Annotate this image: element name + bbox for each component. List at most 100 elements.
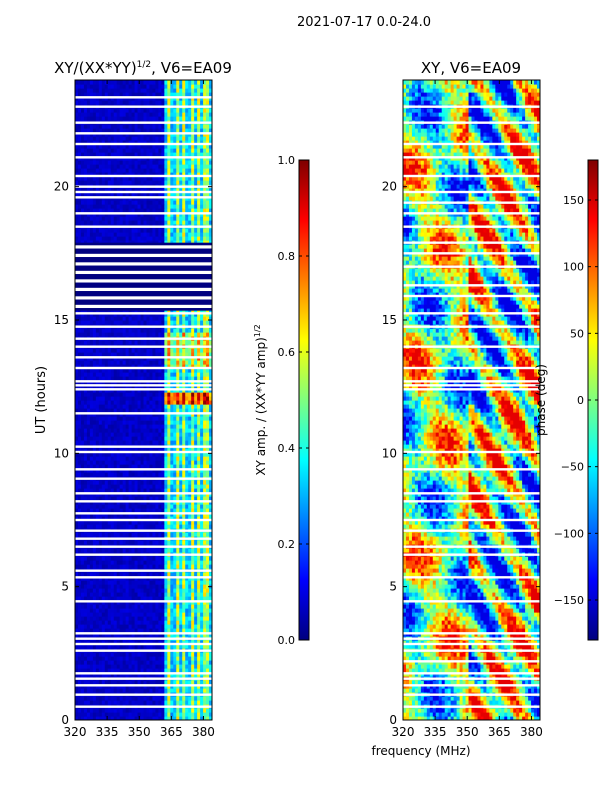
heatmap-cell: [89, 360, 94, 365]
heatmap-cell: [143, 352, 148, 357]
heatmap-cell: [203, 604, 207, 609]
heatmap-cell: [167, 616, 171, 621]
heatmap-cell: [119, 316, 124, 321]
heatmap-cell: [197, 700, 201, 705]
heatmap-cell: [107, 700, 112, 705]
heatmap-cell: [77, 668, 82, 673]
heatmap-cell: [95, 484, 100, 489]
heatmap-cell: [137, 580, 142, 585]
heatmap-cell: [149, 484, 154, 489]
heatmap-cell: [113, 560, 118, 565]
heatmap-cell: [92, 656, 97, 661]
heatmap-cell: [131, 668, 136, 673]
heatmap-cell: [143, 580, 148, 585]
heatmap-cell: [104, 396, 109, 401]
heatmap-cell: [194, 320, 198, 325]
heatmap-cell: [75, 644, 79, 649]
heatmap-cell: [161, 640, 165, 645]
heatmap-cell: [86, 436, 91, 441]
heatmap-cell: [92, 592, 97, 597]
heatmap-cell: [173, 604, 177, 609]
heatmap-cell: [113, 516, 118, 521]
heatmap-cell: [125, 532, 130, 537]
heatmap-cell: [164, 352, 168, 357]
heatmap-cell: [191, 408, 195, 413]
heatmap-cell: [155, 396, 159, 401]
heatmap-cell: [122, 428, 127, 433]
heatmap-cell: [86, 660, 91, 665]
heatmap-cell: [116, 496, 121, 501]
heatmap-cell: [140, 396, 145, 401]
heatmap-cell: [125, 328, 130, 333]
heatmap-cell: [80, 656, 85, 661]
heatmap-cell: [179, 712, 183, 717]
heatmap-cell: [167, 448, 171, 453]
heatmap-cell: [194, 372, 198, 377]
heatmap-cell: [122, 420, 127, 425]
heatmap-cell: [179, 652, 183, 657]
heatmap-cell: [185, 680, 189, 685]
heatmap-cell: [203, 596, 207, 601]
heatmap-cell: [161, 352, 165, 357]
heatmap-cell: [170, 592, 174, 597]
heatmap-cell: [194, 616, 198, 621]
heatmap-cell: [206, 516, 210, 521]
heatmap-cell: [104, 520, 109, 525]
heatmap-cell: [143, 516, 148, 521]
heatmap-cell: [101, 664, 106, 669]
heatmap-cell: [203, 640, 207, 645]
heatmap-cell: [143, 448, 148, 453]
heatmap-cell: [155, 708, 159, 713]
heatmap-cell: [101, 408, 106, 413]
heatmap-cell: [75, 452, 79, 457]
heatmap-cell: [125, 660, 130, 665]
heatmap-cell: [191, 432, 195, 437]
heatmap-cell: [131, 652, 136, 657]
heatmap-cell: [176, 368, 180, 373]
heatmap-cell: [143, 584, 148, 589]
heatmap-cell: [101, 688, 106, 693]
heatmap-cell: [167, 596, 171, 601]
heatmap-cell: [95, 664, 100, 669]
heatmap-cell: [113, 532, 118, 537]
heatmap-cell: [200, 376, 204, 381]
heatmap-cell: [95, 584, 100, 589]
heatmap-cell: [128, 320, 133, 325]
heatmap-cell: [107, 716, 112, 720]
heatmap-cell: [131, 360, 136, 365]
heatmap-cell: [152, 504, 157, 509]
heatmap-cell: [140, 480, 145, 485]
heatmap-cell: [116, 428, 121, 433]
heatmap-cell: [146, 604, 151, 609]
heatmap-cell: [155, 620, 159, 625]
heatmap-cell: [176, 712, 180, 717]
heatmap-cell: [185, 472, 189, 477]
heatmap-cell: [185, 416, 189, 421]
heatmap-cell: [137, 624, 142, 629]
heatmap-cell: [164, 620, 168, 625]
heatmap-cell: [128, 516, 133, 521]
heatmap-cell: [98, 432, 103, 437]
heatmap-cell: [92, 612, 97, 617]
heatmap-cell: [101, 624, 106, 629]
heatmap-cell: [203, 340, 207, 345]
heatmap-cell: [98, 480, 103, 485]
heatmap-cell: [170, 668, 174, 673]
heatmap-cell: [152, 640, 157, 645]
heatmap-cell: [182, 580, 186, 585]
heatmap-cell: [146, 664, 151, 669]
heatmap-cell: [182, 656, 186, 661]
heatmap-cell: [191, 640, 195, 645]
heatmap-cell: [173, 504, 177, 509]
heatmap-cell: [134, 580, 139, 585]
heatmap-cell: [152, 708, 157, 713]
heatmap-cell: [89, 652, 94, 657]
heatmap-cell: [158, 496, 162, 501]
heatmap-cell: [119, 540, 124, 545]
heatmap-cell: [161, 680, 165, 685]
heatmap-cell: [179, 320, 183, 325]
heatmap-cell: [200, 580, 204, 585]
heatmap-cell: [101, 436, 106, 441]
heatmap-cell: [146, 700, 151, 705]
heatmap-cell: [200, 604, 204, 609]
